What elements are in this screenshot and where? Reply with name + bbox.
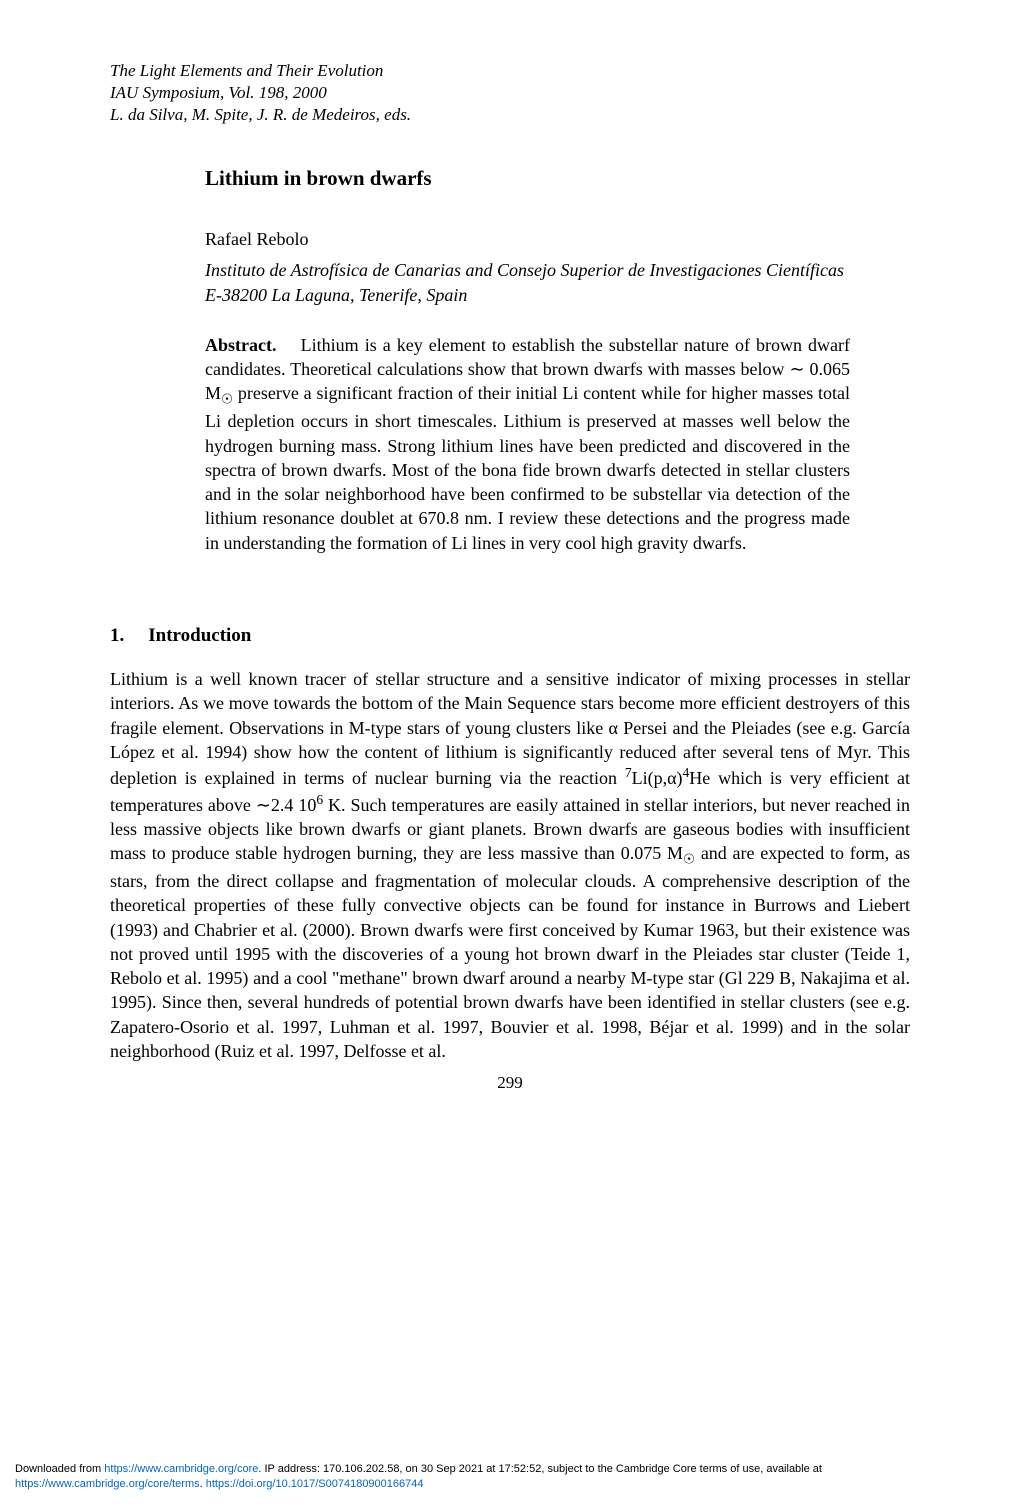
section-heading: 1. Introduction (110, 625, 910, 647)
download-footer: Downloaded from https://www.cambridge.or… (15, 1462, 1005, 1491)
section-number: 1. (110, 625, 124, 647)
paper-title: Lithium in brown dwarfs (205, 166, 910, 191)
header-line-3: L. da Silva, M. Spite, J. R. de Medeiros… (110, 104, 910, 126)
footer-link-2[interactable]: https://www.cambridge.org/core/terms (15, 1478, 200, 1490)
header-line-1: The Light Elements and Their Evolution (110, 60, 910, 82)
body-paragraph: Lithium is a well known tracer of stella… (110, 667, 910, 1063)
affiliation-line-2: E-38200 La Laguna, Tenerife, Spain (205, 285, 467, 305)
footer-text-1: Downloaded from (15, 1463, 104, 1475)
abstract: Abstract. Lithium is a key element to es… (205, 333, 850, 555)
sun-symbol-2: ☉ (683, 852, 695, 867)
page-number: 299 (110, 1073, 910, 1093)
footer-text-2: . IP address: 170.106.202.58, on 30 Sep … (258, 1463, 822, 1475)
body-text-4: and are expected to form, as stars, from… (110, 843, 910, 1061)
affiliation-line-1: Instituto de Astrofísica de Canarias and… (205, 260, 844, 280)
author-name: Rafael Rebolo (205, 229, 910, 250)
footer-link-1[interactable]: https://www.cambridge.org/core (104, 1463, 258, 1475)
footer-link-3[interactable]: https://doi.org/10.1017/S007418090016674… (206, 1478, 424, 1490)
header-line-2: IAU Symposium, Vol. 198, 2000 (110, 82, 910, 104)
section-title: Introduction (148, 625, 251, 646)
sun-symbol: ☉ (221, 392, 233, 407)
abstract-text-2: preserve a significant fraction of their… (205, 383, 850, 552)
publication-header: The Light Elements and Their Evolution I… (110, 60, 910, 126)
abstract-label: Abstract. (205, 335, 276, 355)
author-affiliation: Instituto de Astrofísica de Canarias and… (205, 258, 850, 307)
superscript-7: 7 (625, 765, 632, 780)
